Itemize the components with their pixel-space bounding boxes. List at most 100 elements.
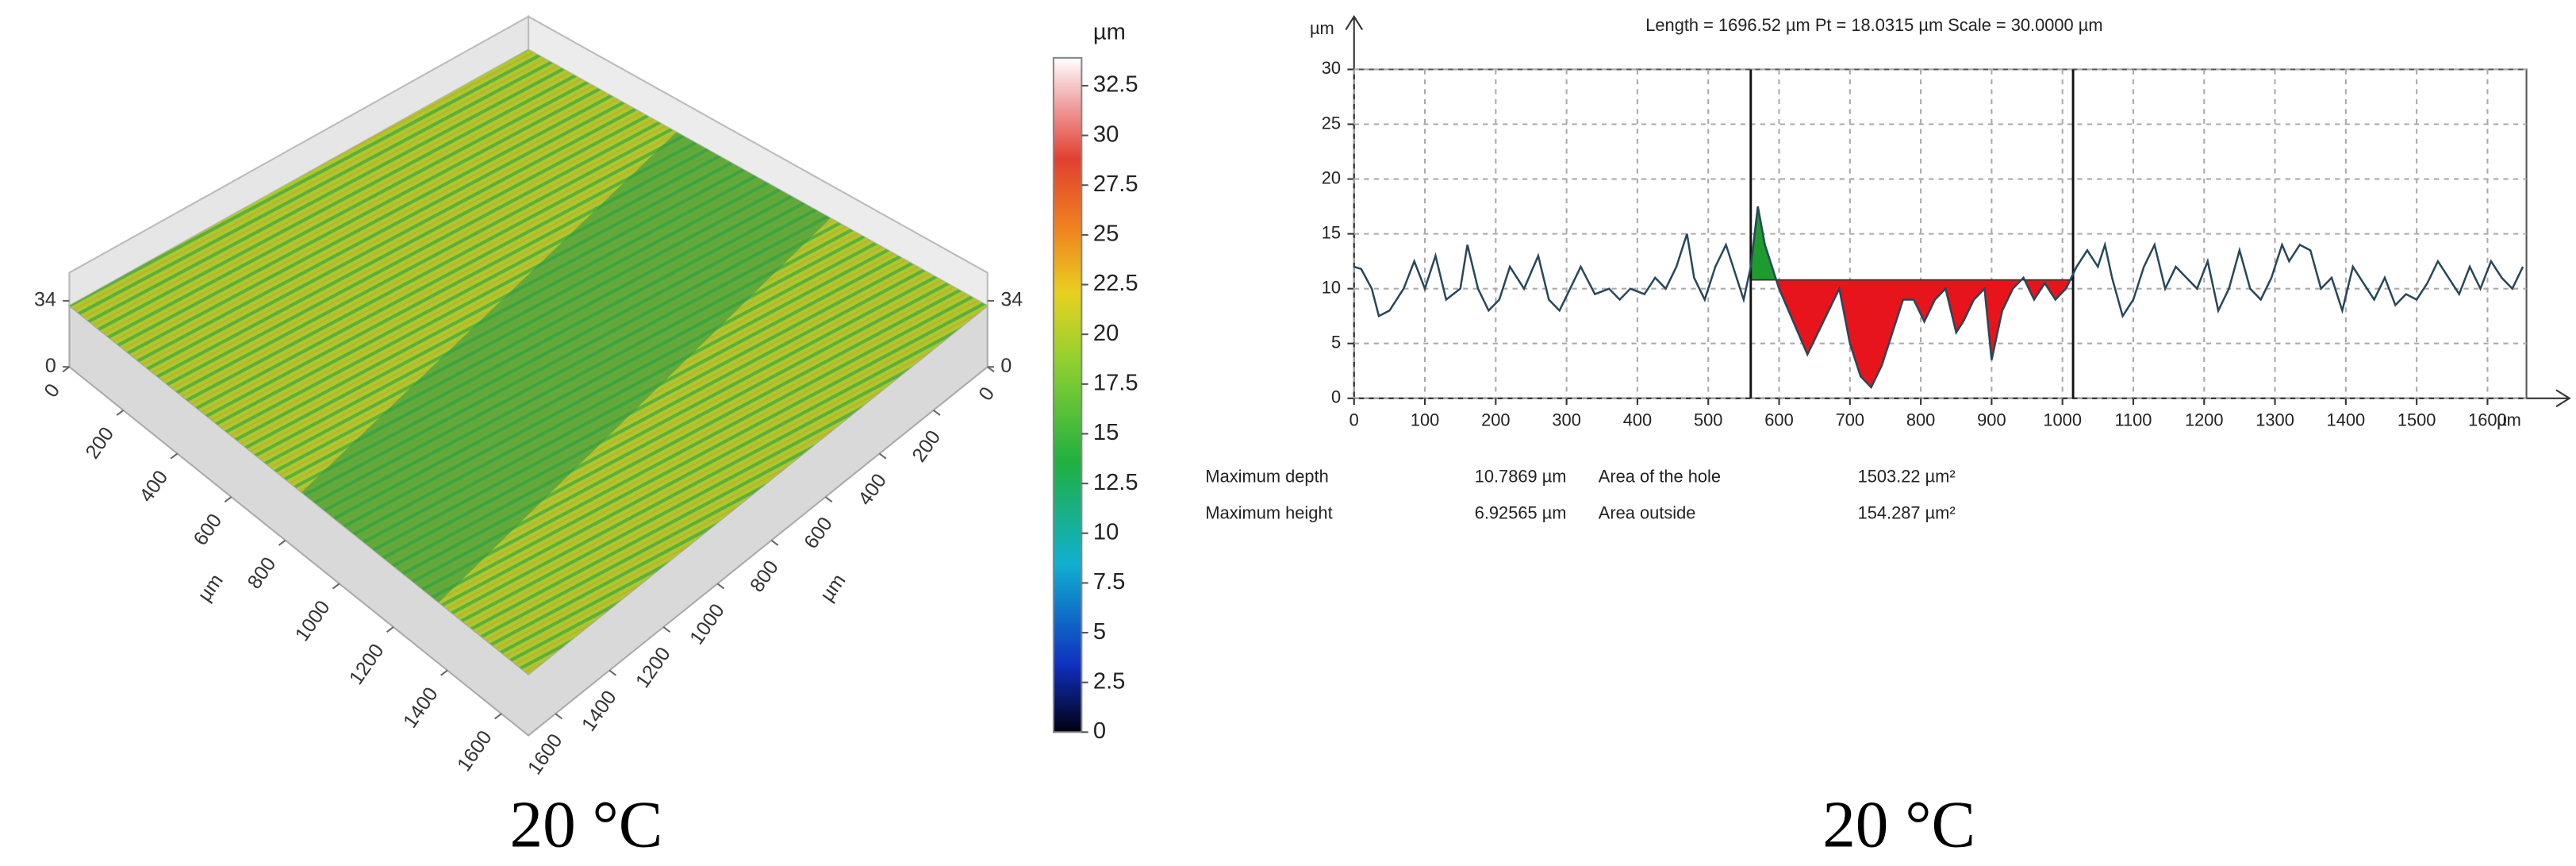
y-tick-label: 30: [1322, 58, 1341, 78]
wear-track: [280, 115, 835, 629]
y-tick-label: 1200: [632, 643, 675, 692]
colorbar-tick-label: 2.5: [1093, 668, 1125, 694]
colorbar-tick-label: 0: [1093, 718, 1106, 744]
y-tick: [662, 626, 671, 633]
x-tick-label: 100: [1411, 410, 1439, 430]
colorbar-tick-label: 15: [1093, 420, 1119, 445]
y-axis-label: µm: [1310, 18, 1334, 38]
colorbar-tick-label: 5: [1093, 619, 1106, 645]
colorbar-tick-label: 30: [1093, 121, 1119, 147]
y-tick-label: 400: [854, 470, 891, 510]
stat-cell: Area outside: [1599, 502, 1696, 522]
stat-cell: 1503.22 µm²: [1858, 466, 1956, 486]
x-tick-label: 800: [244, 553, 281, 593]
colorbar-tick-label: 27.5: [1093, 171, 1138, 197]
colorbar: [1052, 56, 1083, 733]
stat-cell: 10.7869 µm: [1475, 466, 1567, 486]
header: Length = 1696.52 µm Pt = 18.0315 µm Scal…: [1645, 15, 2102, 35]
z-tick-label: 0: [1000, 355, 1012, 377]
x-tick-label: 1600: [453, 726, 497, 776]
y-tick: [770, 539, 779, 546]
profile-plot: [1345, 14, 2571, 408]
colorbar-tick-label: 7.5: [1093, 569, 1125, 595]
x-tick-label: 600: [189, 510, 226, 549]
x-tick: [224, 496, 232, 503]
colorbar-tick-label: 22.5: [1093, 271, 1138, 296]
x-tick-label: 0: [40, 379, 64, 401]
x-tick: [278, 539, 286, 546]
x-axis-label: µm: [2497, 410, 2521, 430]
surface-plot: [68, 15, 1083, 737]
colorbar-tick-label: 12.5: [1093, 470, 1138, 495]
colorbar-unit: µm: [1093, 19, 1126, 44]
x-tick-label: 1400: [399, 683, 443, 733]
y-tick-label: 200: [908, 426, 945, 466]
y-tick-label: 600: [800, 513, 837, 552]
x-axis-label: µm: [194, 570, 228, 606]
y-tick-label: 0: [1331, 387, 1341, 407]
x-tick-label: 1200: [2185, 410, 2224, 430]
stat-cell: Area of the hole: [1599, 466, 1721, 486]
x-tick-label: 500: [1694, 410, 1722, 430]
x-tick-label: 1000: [2043, 410, 2082, 430]
stat-cell: 6.92565 µm: [1475, 502, 1567, 522]
y-tick-label: 10: [1322, 277, 1341, 297]
x-tick-label: 400: [135, 467, 172, 506]
stat-cell: Maximum depth: [1205, 466, 1328, 486]
colorbar-tick-label: 32.5: [1093, 72, 1138, 98]
y-tick-label: 5: [1331, 332, 1341, 352]
x-tick-label: 200: [1481, 410, 1510, 430]
x-tick: [116, 410, 125, 416]
profile-line: [1353, 206, 2524, 390]
x-tick-label: 1300: [2255, 410, 2294, 430]
x-tick: [386, 626, 394, 633]
back-wall: [528, 15, 989, 307]
x-tick-label: 600: [1764, 410, 1793, 430]
y-tick-label: 800: [746, 556, 783, 596]
x-tick-label: 300: [1552, 410, 1580, 430]
z-tick-label: 34: [1000, 289, 1023, 311]
y-tick: [555, 713, 563, 720]
x-tick-label: 1200: [345, 640, 389, 689]
x-tick-label: 900: [1977, 410, 2006, 430]
y-tick: [878, 452, 887, 460]
x-tick-label: 400: [1623, 410, 1652, 430]
x-tick-label: 1400: [2327, 410, 2366, 430]
x-tick-label: 0: [1349, 410, 1359, 430]
y-tick-label: 1600: [524, 730, 567, 779]
caption: 20 °C: [1822, 788, 1975, 861]
x-tick-label: 1500: [2397, 410, 2436, 430]
stat-cell: Maximum height: [1205, 502, 1332, 522]
z-tick-label: 0: [45, 355, 56, 377]
y-tick-label: 1400: [578, 687, 621, 736]
y-tick-label: 0: [974, 383, 999, 405]
x-tick: [170, 452, 179, 460]
caption: 20 °C: [509, 788, 662, 861]
x-tick: [332, 583, 340, 590]
x-tick-label: 1000: [291, 596, 335, 645]
y-tick-label: 1000: [685, 600, 729, 649]
hole-area: [1776, 279, 2071, 387]
x-tick: [440, 669, 448, 676]
x-tick-label: 700: [1836, 410, 1864, 430]
x-tick-label: 200: [81, 423, 118, 463]
y-tick-label: 20: [1322, 167, 1341, 187]
x-tick: [494, 713, 502, 720]
colorbar-tick-label: 17.5: [1093, 371, 1138, 396]
y-tick-label: 15: [1322, 222, 1341, 242]
y-tick: [608, 669, 617, 676]
colorbar-tick-label: 25: [1093, 221, 1119, 247]
y-tick-label: 25: [1322, 113, 1341, 133]
y-tick: [716, 583, 725, 590]
y-axis-label: µm: [816, 570, 850, 606]
stat-cell: 154.287 µm²: [1858, 502, 1956, 522]
z-tick-label: 34: [34, 289, 56, 311]
x-tick-label: 1600: [2468, 410, 2507, 430]
y-tick: [824, 496, 833, 503]
y-tick: [932, 410, 941, 416]
colorbar-tick-label: 20: [1093, 321, 1119, 346]
colorbar-tick-label: 10: [1093, 519, 1119, 545]
x-tick-label: 800: [1906, 410, 1935, 430]
x-tick-label: 1100: [2114, 410, 2152, 430]
